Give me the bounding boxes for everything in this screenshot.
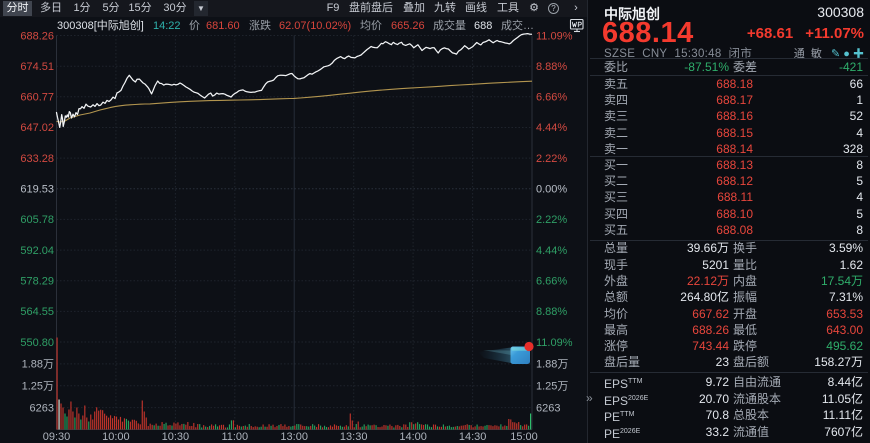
svg-text:09:30: 09:30 [43, 431, 71, 443]
svg-text:10:00: 10:00 [102, 431, 130, 443]
svg-text:619.53: 619.53 [20, 184, 54, 196]
svg-text:592.04: 592.04 [20, 245, 54, 257]
svg-text:660.77: 660.77 [20, 92, 54, 104]
svg-text:647.02: 647.02 [20, 122, 54, 134]
svg-text:11.09%: 11.09% [536, 30, 573, 42]
svg-text:8.88%: 8.88% [536, 61, 567, 73]
svg-text:0.00%: 0.00% [536, 184, 567, 196]
svg-text:13:00: 13:00 [280, 431, 308, 443]
svg-text:1.88万: 1.88万 [536, 359, 568, 371]
svg-text:605.78: 605.78 [20, 214, 54, 226]
svg-text:674.51: 674.51 [20, 61, 54, 73]
svg-text:13:30: 13:30 [340, 431, 368, 443]
svg-text:578.29: 578.29 [20, 276, 54, 288]
svg-text:4.44%: 4.44% [536, 245, 567, 257]
svg-text:15:00: 15:00 [510, 431, 538, 443]
svg-text:2.22%: 2.22% [536, 214, 567, 226]
svg-text:11:00: 11:00 [221, 431, 248, 443]
svg-text:2.22%: 2.22% [536, 153, 567, 165]
svg-text:10:30: 10:30 [162, 431, 190, 443]
svg-text:1.25万: 1.25万 [536, 380, 568, 392]
svg-text:1.88万: 1.88万 [22, 359, 54, 371]
svg-text:14:30: 14:30 [459, 431, 487, 443]
svg-text:14:00: 14:00 [399, 431, 427, 443]
svg-text:633.28: 633.28 [20, 153, 54, 165]
svg-text:8.88%: 8.88% [536, 306, 567, 318]
svg-text:564.55: 564.55 [20, 306, 54, 318]
svg-text:6.66%: 6.66% [536, 92, 567, 104]
svg-text:6263: 6263 [536, 402, 560, 414]
svg-text:1.25万: 1.25万 [22, 380, 54, 392]
svg-text:550.80: 550.80 [20, 337, 54, 349]
svg-text:688.26: 688.26 [20, 30, 54, 42]
svg-text:11.09%: 11.09% [536, 337, 573, 349]
svg-text:6263: 6263 [30, 402, 54, 414]
svg-text:4.44%: 4.44% [536, 122, 567, 134]
svg-text:6.66%: 6.66% [536, 276, 567, 288]
